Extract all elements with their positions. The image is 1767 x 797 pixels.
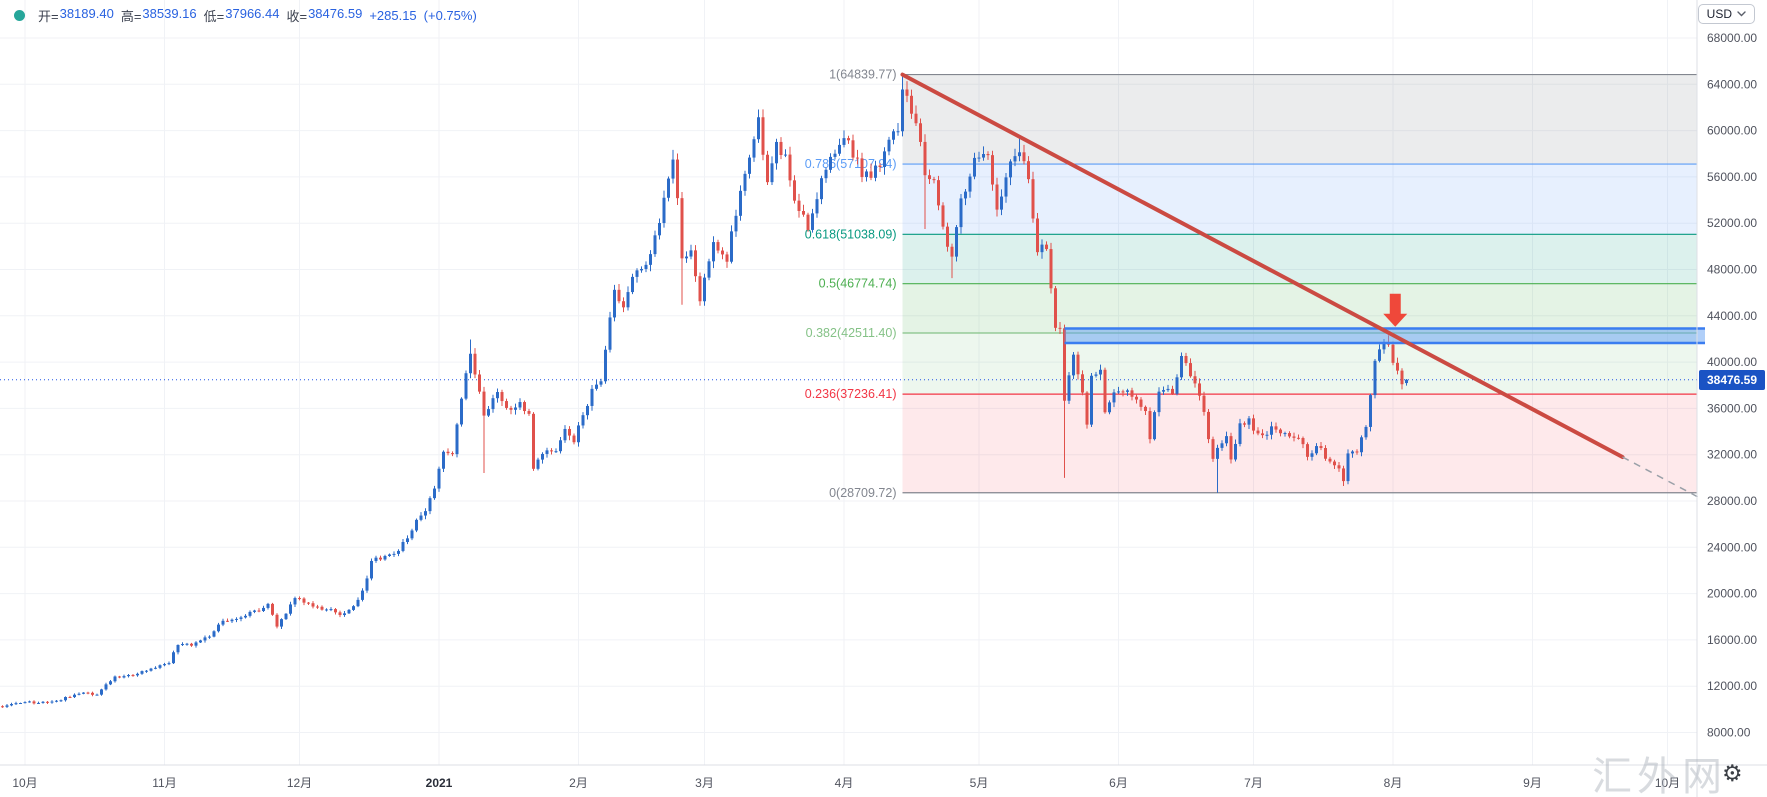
y-axis-label: 56000.00 <box>1707 170 1757 184</box>
y-axis-label: 28000.00 <box>1707 494 1757 508</box>
down-arrow-annotation[interactable] <box>1383 293 1408 327</box>
time-axis[interactable]: 10月 11月 12月 2021 2月 3月 4月 5月 6月 7月 8月 9月 10月 <box>12 776 1680 790</box>
y-axis-label: 8000.00 <box>1707 726 1751 740</box>
x-axis-label: 10月 <box>12 776 37 790</box>
trend-line[interactable] <box>900 72 1625 460</box>
fib-zone-1 <box>902 74 1697 165</box>
fib-zone-0.5 <box>902 283 1697 334</box>
x-axis-label: 2021 <box>426 776 453 790</box>
x-axis-label: 9月 <box>1523 776 1542 790</box>
series-color-dot-icon <box>14 10 25 21</box>
y-axis-label: 24000.00 <box>1707 540 1757 554</box>
y-axis-label: 16000.00 <box>1707 633 1757 647</box>
fib-label-1: 1(64839.77) <box>829 68 896 82</box>
fib-label-0.382: 0.382(42511.40) <box>806 326 897 340</box>
fibonacci-retracement[interactable]: 1(64839.77) 0.786(57107.94) 0.618(51038.09… <box>805 68 1697 500</box>
change-value: +285.15 <box>369 8 417 23</box>
high-value: 38539.16 <box>142 6 197 21</box>
x-axis-label: 10月 <box>1655 776 1680 790</box>
settings-gear-icon[interactable]: ⚙ <box>1722 760 1743 786</box>
x-axis-label: 5月 <box>970 776 989 790</box>
close-value: 38476.59 <box>308 6 363 21</box>
y-axis-label: 20000.00 <box>1707 587 1757 601</box>
fib-zone-0.618 <box>902 234 1697 284</box>
grid-lines <box>0 0 1697 765</box>
fib-zone-0.236 <box>902 394 1697 493</box>
y-axis-label: 12000.00 <box>1707 679 1757 693</box>
y-axis-label: 68000.00 <box>1707 31 1757 45</box>
fib-label-0.618: 0.618(51038.09) <box>805 227 897 241</box>
y-axis-label: 32000.00 <box>1707 448 1757 462</box>
x-axis-label: 8月 <box>1384 776 1403 790</box>
fib-label-0.786: 0.786(57107.94) <box>805 157 897 171</box>
close-label: 收= <box>286 9 308 24</box>
x-axis-label: 4月 <box>835 776 854 790</box>
x-axis-label: 12月 <box>287 776 312 790</box>
y-axis-label: 48000.00 <box>1707 263 1757 277</box>
open-value: 38189.40 <box>59 6 114 21</box>
y-axis-label: 64000.00 <box>1707 77 1757 91</box>
x-axis-label: 6月 <box>1109 776 1128 790</box>
low-label: 低= <box>203 9 225 24</box>
y-axis-label: 60000.00 <box>1707 124 1757 138</box>
fib-label-0: 0(28709.72) <box>829 486 896 500</box>
high-label: 高= <box>120 9 142 24</box>
change-percent: (+0.75%) <box>423 8 477 23</box>
chevron-down-icon <box>1737 11 1746 17</box>
low-value: 37966.44 <box>225 6 280 21</box>
y-axis-label: 40000.00 <box>1707 355 1757 369</box>
candlestick-series <box>1 74 1408 708</box>
fib-label-0.236: 0.236(37236.41) <box>805 387 897 401</box>
open-label: 开= <box>38 9 59 24</box>
trend-line-extension <box>1622 456 1700 499</box>
x-axis-label: 7月 <box>1244 776 1263 790</box>
current-price-label: 38476.59 <box>1699 369 1765 390</box>
y-axis-label: 44000.00 <box>1707 309 1757 323</box>
resistance-band[interactable] <box>1064 327 1706 345</box>
x-axis-label: 3月 <box>695 776 714 790</box>
ohlc-legend: 开= 38189.40 高= 38539.16 低= 37966.44 收= 38476… <box>14 6 477 25</box>
currency-label: USD <box>1706 7 1732 21</box>
fib-zone-0.786 <box>902 164 1697 235</box>
price-axis[interactable]: 68000.00 64000.00 60000.00 56000.00 52000.00… <box>1707 31 1757 740</box>
currency-selector[interactable]: USD <box>1697 4 1755 24</box>
y-axis-label: 52000.00 <box>1707 216 1757 230</box>
x-axis-label: 11月 <box>152 776 176 790</box>
fib-label-0.5: 0.5(46774.74) <box>819 277 897 291</box>
x-axis-label: 2月 <box>569 776 588 790</box>
y-axis-label: 36000.00 <box>1707 401 1757 415</box>
